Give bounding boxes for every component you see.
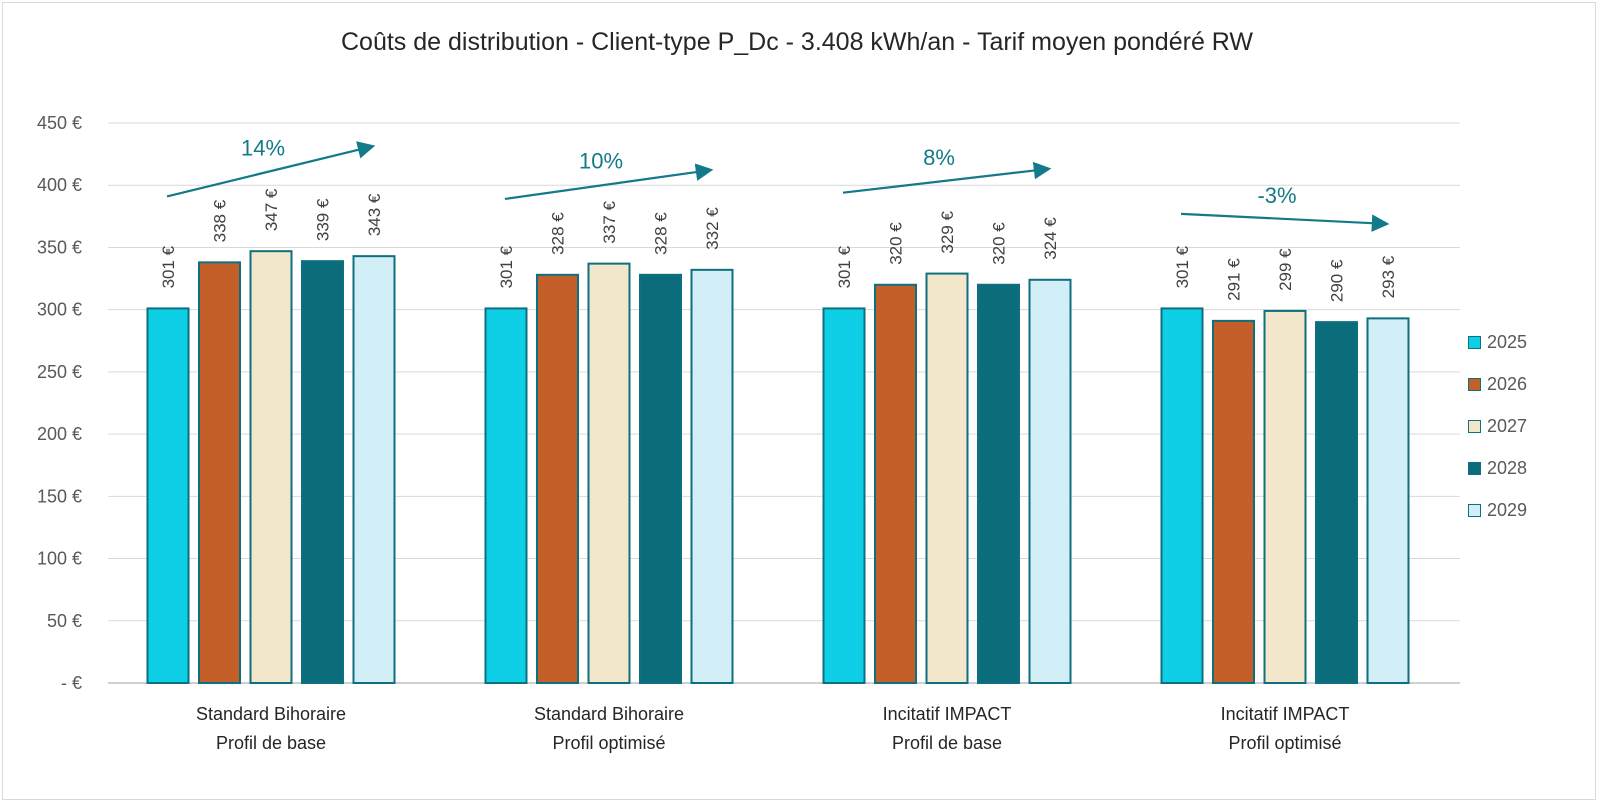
x-tick-label: Standard Bihoraire — [196, 704, 346, 724]
y-tick-label: - € — [61, 673, 82, 693]
bar — [587, 262, 631, 684]
data-label: 301 € — [159, 245, 178, 288]
data-label: 320 € — [887, 222, 906, 265]
data-label: 329 € — [938, 210, 957, 253]
bar — [249, 250, 293, 685]
x-tick-label: Profil de base — [892, 733, 1002, 753]
legend-item: 2027 — [1468, 414, 1527, 438]
legend-item: 2029 — [1468, 498, 1527, 522]
data-label: 291 € — [1225, 258, 1244, 301]
x-tick-label: Incitatif IMPACT — [883, 704, 1012, 724]
trend-arrow — [504, 163, 714, 201]
y-tick-label: 150 € — [37, 486, 82, 506]
y-tick-label: 300 € — [37, 300, 82, 320]
legend-swatch — [1468, 419, 1481, 433]
trend-label: 8% — [923, 145, 955, 170]
legend-label: 2029 — [1487, 499, 1528, 520]
bar — [484, 307, 528, 684]
bar — [639, 273, 682, 684]
data-label: 337 € — [600, 201, 619, 244]
bar — [146, 307, 190, 684]
data-label: 343 € — [365, 193, 384, 236]
legend-item: 2028 — [1468, 456, 1527, 480]
data-label: 328 € — [549, 212, 568, 255]
data-label: 328 € — [652, 212, 671, 255]
legend-label: 2027 — [1487, 415, 1528, 436]
y-tick-label: 450 € — [37, 113, 82, 133]
legend-label: 2025 — [1487, 331, 1528, 352]
y-tick-label: 200 € — [37, 424, 82, 444]
bar — [352, 255, 396, 684]
y-tick-label: 100 € — [37, 549, 82, 569]
data-label: 347 € — [262, 188, 281, 231]
data-label: 293 € — [1379, 255, 1398, 298]
bar — [1366, 317, 1410, 684]
bar — [301, 260, 344, 684]
trend-label: -3% — [1257, 183, 1296, 208]
data-label: 332 € — [703, 207, 722, 250]
legend-label: 2026 — [1487, 373, 1528, 394]
x-tick-label: Profil optimisé — [1228, 733, 1341, 753]
data-label: 299 € — [1276, 248, 1295, 291]
legend-swatch — [1468, 335, 1481, 349]
legend-item: 2025 — [1468, 330, 1527, 354]
data-label: 324 € — [1041, 217, 1060, 260]
bar — [1315, 321, 1358, 684]
y-tick-label: 250 € — [37, 362, 82, 382]
trend-arrow — [842, 161, 1052, 194]
data-label: 301 € — [835, 245, 854, 288]
bar — [977, 283, 1020, 684]
bar — [536, 273, 579, 684]
bar — [1160, 307, 1204, 684]
data-label: 320 € — [990, 222, 1009, 265]
legend-swatch — [1468, 503, 1481, 517]
legend-label: 2028 — [1487, 457, 1528, 478]
data-label: 290 € — [1328, 259, 1347, 302]
bar — [690, 268, 734, 684]
bar — [1212, 319, 1255, 684]
x-tick-label: Standard Bihoraire — [534, 704, 684, 724]
legend-swatch — [1468, 461, 1481, 475]
trend-arrow — [166, 141, 376, 198]
bar — [822, 307, 866, 684]
bar — [925, 272, 969, 684]
data-label: 301 € — [497, 245, 516, 288]
bar — [198, 261, 241, 684]
bar — [1028, 278, 1072, 684]
data-label: 301 € — [1173, 245, 1192, 288]
data-label: 338 € — [211, 199, 230, 242]
y-tick-label: 50 € — [47, 611, 82, 631]
data-label: 339 € — [314, 198, 333, 241]
chart-title: Coûts de distribution - Client-type P_Dc… — [341, 28, 1253, 56]
y-tick-label: 350 € — [37, 237, 82, 257]
legend-item: 2026 — [1468, 372, 1527, 396]
trend-label: 14% — [241, 136, 285, 161]
legend-swatch — [1468, 377, 1481, 391]
trend-label: 10% — [579, 149, 623, 174]
x-tick-label: Profil optimisé — [552, 733, 665, 753]
x-tick-label: Profil de base — [216, 733, 326, 753]
x-tick-label: Incitatif IMPACT — [1221, 704, 1350, 724]
bar — [1263, 309, 1307, 684]
y-tick-label: 400 € — [37, 175, 82, 195]
bar — [874, 283, 917, 684]
trend-arrow — [1180, 212, 1390, 232]
